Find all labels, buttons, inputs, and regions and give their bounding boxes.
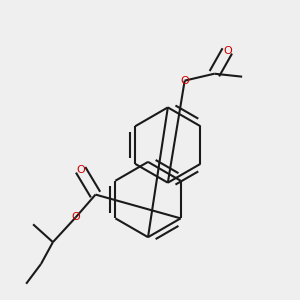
Text: O: O — [71, 212, 80, 222]
Text: O: O — [76, 165, 85, 175]
Text: O: O — [180, 76, 189, 85]
Text: O: O — [223, 46, 232, 56]
